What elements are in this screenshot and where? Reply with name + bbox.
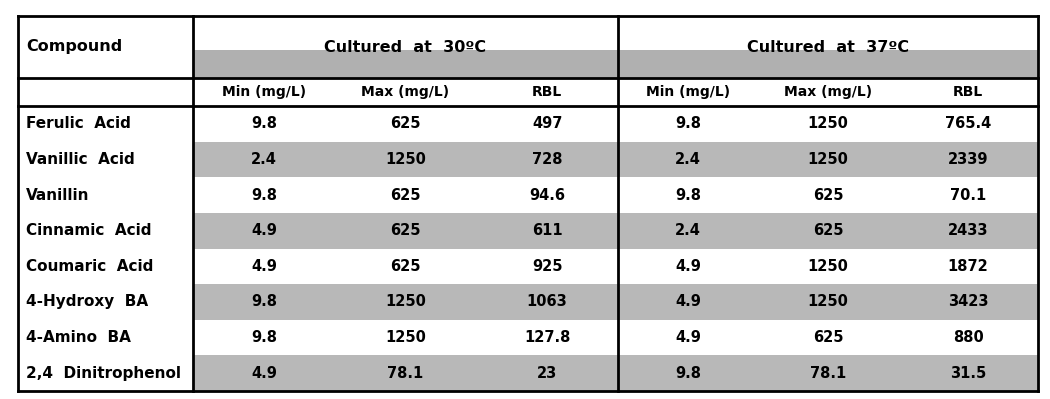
- Text: 9.8: 9.8: [251, 188, 277, 203]
- Text: Min (mg/L): Min (mg/L): [222, 85, 306, 99]
- Text: 70.1: 70.1: [950, 188, 986, 203]
- Text: 1250: 1250: [807, 152, 848, 167]
- Text: Min (mg/L): Min (mg/L): [646, 85, 730, 99]
- Text: 9.8: 9.8: [675, 188, 701, 203]
- Text: 23: 23: [537, 366, 558, 381]
- Text: 1250: 1250: [807, 117, 848, 131]
- Text: 78.1: 78.1: [810, 366, 846, 381]
- Text: Cinnamic  Acid: Cinnamic Acid: [26, 223, 151, 238]
- Text: 9.8: 9.8: [251, 294, 277, 310]
- Text: 9.8: 9.8: [251, 117, 277, 131]
- Text: 625: 625: [391, 223, 421, 238]
- Text: 9.8: 9.8: [675, 366, 701, 381]
- Text: 94.6: 94.6: [529, 188, 565, 203]
- Text: 1872: 1872: [947, 259, 988, 274]
- Bar: [193, 284, 1038, 320]
- Text: 611: 611: [532, 223, 563, 238]
- Text: RBL: RBL: [953, 85, 983, 99]
- Text: 497: 497: [532, 117, 563, 131]
- Text: 625: 625: [391, 117, 421, 131]
- Text: 1063: 1063: [527, 294, 568, 310]
- Text: 1250: 1250: [385, 330, 426, 345]
- Bar: [193, 142, 1038, 177]
- Text: 4-Amino  BA: 4-Amino BA: [26, 330, 131, 345]
- Text: Cultured  at  37ºC: Cultured at 37ºC: [747, 40, 909, 55]
- Text: Compound: Compound: [26, 40, 122, 55]
- Text: Vanillic  Acid: Vanillic Acid: [26, 152, 134, 167]
- Text: Cultured  at  30ºC: Cultured at 30ºC: [324, 40, 486, 55]
- Text: 880: 880: [952, 330, 984, 345]
- Text: 4.9: 4.9: [675, 294, 701, 310]
- Text: 1250: 1250: [385, 152, 426, 167]
- Text: 765.4: 765.4: [945, 117, 991, 131]
- Text: 728: 728: [532, 152, 563, 167]
- Text: 625: 625: [391, 259, 421, 274]
- Text: 1250: 1250: [807, 259, 848, 274]
- Text: Vanillin: Vanillin: [26, 188, 89, 203]
- Text: 625: 625: [813, 188, 843, 203]
- Bar: [193, 356, 1038, 391]
- Text: 1250: 1250: [385, 294, 426, 310]
- Text: 2339: 2339: [948, 152, 988, 167]
- Text: 4-Hydroxy  BA: 4-Hydroxy BA: [26, 294, 148, 310]
- Text: 2433: 2433: [948, 223, 988, 238]
- Text: 78.1: 78.1: [387, 366, 423, 381]
- Text: 2.4: 2.4: [251, 152, 277, 167]
- Text: 2.4: 2.4: [675, 223, 701, 238]
- Text: Max (mg/L): Max (mg/L): [784, 85, 873, 99]
- Bar: [193, 213, 1038, 249]
- Text: Coumaric  Acid: Coumaric Acid: [26, 259, 153, 274]
- Text: 3423: 3423: [948, 294, 988, 310]
- Text: 9.8: 9.8: [251, 330, 277, 345]
- Text: 31.5: 31.5: [950, 366, 986, 381]
- Bar: [193, 50, 1038, 78]
- Text: 4.9: 4.9: [251, 259, 277, 274]
- Text: RBL: RBL: [532, 85, 563, 99]
- Text: 2,4  Dinitrophenol: 2,4 Dinitrophenol: [26, 366, 181, 381]
- Text: 625: 625: [813, 330, 843, 345]
- Text: 4.9: 4.9: [251, 223, 277, 238]
- Text: 1250: 1250: [807, 294, 848, 310]
- Text: Ferulic  Acid: Ferulic Acid: [26, 117, 131, 131]
- Text: 2.4: 2.4: [675, 152, 701, 167]
- Text: 625: 625: [813, 223, 843, 238]
- Text: 4.9: 4.9: [675, 259, 701, 274]
- Text: 4.9: 4.9: [675, 330, 701, 345]
- Text: 625: 625: [391, 188, 421, 203]
- Text: Max (mg/L): Max (mg/L): [361, 85, 449, 99]
- Text: 4.9: 4.9: [251, 366, 277, 381]
- Text: 9.8: 9.8: [675, 117, 701, 131]
- Text: 127.8: 127.8: [524, 330, 570, 345]
- Text: 925: 925: [532, 259, 563, 274]
